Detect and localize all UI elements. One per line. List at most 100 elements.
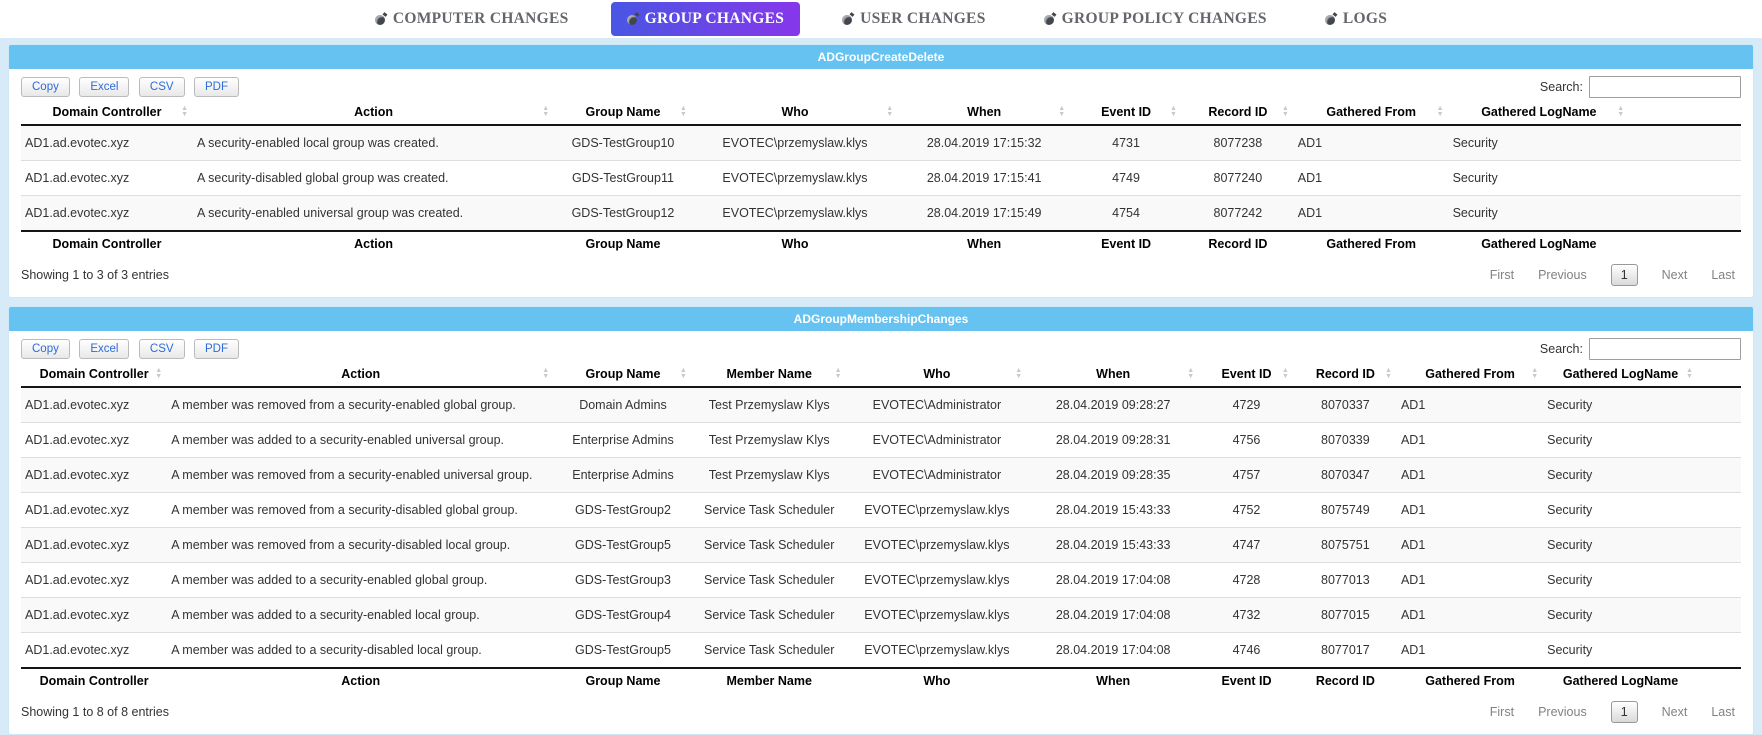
table-cell: AD1 [1400,398,1426,412]
table-cell: 4754 [1112,206,1140,220]
search-input[interactable] [1589,76,1741,98]
spacer-cell [1698,598,1741,633]
column-header-label: Who [781,105,809,119]
current-page-button[interactable]: 1 [1610,701,1638,723]
table-cell: A security-enabled universal group was c… [197,206,464,220]
sort-arrows-icon: ▲ ▼ [1187,367,1195,380]
column-header-label: When [1096,367,1131,381]
csv-button[interactable]: CSV [138,77,185,97]
previous-page-button[interactable]: Previous [1538,705,1587,719]
column-header[interactable]: Action ▲ ▼ [167,362,554,387]
tab-user-changes[interactable]: USER CHANGES [826,2,1001,36]
table-cell: AD1 [1400,503,1426,517]
column-header[interactable]: Domain Controller ▲ ▼ [21,362,167,387]
spacer-cell [1629,196,1741,232]
table-cell: Test Przemyslaw Klys [708,433,830,447]
column-header-label: Gathered From [1425,367,1515,381]
tab-bullet-icon [1324,13,1337,25]
excel-button[interactable]: Excel [79,339,130,359]
table-row: AD1.ad.evotec.xyz A member was added to a… [21,597,1741,633]
pdf-button[interactable]: PDF [194,77,239,97]
column-header[interactable]: Record ID ▲ ▼ [1182,100,1294,125]
column-header[interactable]: Member Name ▲ ▼ [692,362,847,387]
pdf-button[interactable]: PDF [194,339,239,359]
table-cell: 8077238 [1213,136,1263,150]
group-membership-changes-card: ADGroupMembershipChanges Copy Excel CSV … [8,306,1754,735]
tab-group-policy-changes[interactable]: GROUP POLICY CHANGES [1028,2,1283,36]
column-header[interactable]: When ▲ ▼ [1027,362,1199,387]
copy-button[interactable]: Copy [21,77,70,97]
next-page-button[interactable]: Next [1661,705,1688,719]
column-header[interactable]: Action ▲ ▼ [193,100,554,125]
column-header[interactable]: Event ID ▲ ▼ [1070,100,1182,125]
last-page-button[interactable]: Last [1711,705,1735,719]
sort-arrows-icon: ▲ ▼ [1170,105,1177,118]
table-cell: 4746 [1232,643,1261,657]
footer-column-header: Domain Controller [39,674,149,688]
column-header-label: Group Name [585,367,661,381]
spacer-cell [1629,231,1741,256]
column-header[interactable]: Group Name ▲ ▼ [554,362,692,387]
table-cell: 28.04.2019 17:15:49 [926,206,1042,220]
table-cell: 28.04.2019 09:28:27 [1055,398,1171,412]
table-info-row: Showing 1 to 3 of 3 entries First Previo… [21,263,1741,287]
column-header[interactable]: Who ▲ ▼ [847,362,1028,387]
table-cell: 4731 [1112,136,1140,150]
first-page-button[interactable]: First [1489,268,1515,282]
table-title-bar: ADGroupMembershipChanges [9,307,1753,331]
table-cell: 28.04.2019 09:28:31 [1055,433,1171,447]
previous-page-button[interactable]: Previous [1538,268,1587,282]
spacer-cell [1698,362,1741,387]
table-cell: Enterprise Admins [572,468,674,482]
first-page-button[interactable]: First [1489,705,1515,719]
column-header[interactable]: Who ▲ ▼ [692,100,898,125]
sort-arrows-icon: ▲ ▼ [1058,105,1066,118]
tab-computer-changes[interactable]: COMPUTER CHANGES [359,2,585,36]
column-header[interactable]: Record ID ▲ ▼ [1294,362,1397,387]
column-header[interactable]: Event ID ▲ ▼ [1199,362,1294,387]
column-header[interactable]: When ▲ ▼ [898,100,1070,125]
last-page-button[interactable]: Last [1711,268,1735,282]
sort-arrows-icon: ▲ ▼ [1281,367,1289,380]
column-header[interactable]: Group Name ▲ ▼ [554,100,692,125]
table-cell: AD1.ad.evotec.xyz [25,136,130,150]
footer-column-header: Record ID [1315,674,1375,688]
tab-group-changes[interactable]: GROUP CHANGES [610,2,801,36]
table-row: AD1.ad.evotec.xyz A member was added to a… [21,632,1741,669]
footer-column-header: Event ID [1221,674,1272,688]
table-row: AD1.ad.evotec.xyz A member was added to a… [21,562,1741,598]
table-cell: A member was added to a security-enabled… [171,608,480,622]
table-cell: A security-enabled local group was creat… [197,136,439,150]
footer-column-header: Action [341,674,381,688]
copy-button[interactable]: Copy [21,339,70,359]
table-cell: A member was removed from a security-dis… [171,503,518,517]
table-cell: AD1.ad.evotec.xyz [25,433,130,447]
current-page-button[interactable]: 1 [1610,264,1638,286]
csv-button[interactable]: CSV [138,339,185,359]
search-input[interactable] [1589,338,1741,360]
next-page-button[interactable]: Next [1661,268,1688,282]
table-cell: AD1 [1297,206,1323,220]
column-header[interactable]: Gathered LogName ▲ ▼ [1449,100,1630,125]
table-cell: A member was removed from a security-ena… [171,468,533,482]
table-cell: Security [1547,608,1593,622]
column-header-label: Record ID [1315,367,1375,381]
column-header[interactable]: Gathered From ▲ ▼ [1397,362,1543,387]
column-header[interactable]: Gathered From ▲ ▼ [1294,100,1449,125]
column-header[interactable]: Domain Controller ▲ ▼ [21,100,193,125]
data-table: Domain Controller ▲ ▼ Action ▲ ▼ Group Name ▲ ▼ M… [21,362,1741,693]
table-cell: EVOTEC\przemyslaw.klys [864,573,1010,587]
sort-arrows-icon: ▲ ▼ [1436,105,1444,118]
excel-button[interactable]: Excel [79,77,130,97]
tab-logs[interactable]: LOGS [1309,2,1403,36]
table-cell: A member was added to a security-enabled… [171,573,488,587]
page-content: ADGroupCreateDelete Copy Excel CSV PDF S… [0,38,1762,735]
spacer-cell [1629,125,1741,161]
header-row: Domain Controller ▲ ▼ Action ▲ ▼ Group Name ▲ ▼ W… [21,100,1741,125]
column-header[interactable]: Gathered LogName ▲ ▼ [1543,362,1698,387]
table-cell: AD1.ad.evotec.xyz [25,468,130,482]
table-cell: GDS-TestGroup10 [571,136,675,150]
tab-label: GROUP POLICY CHANGES [1061,10,1267,27]
footer-column-header: Who [923,674,951,688]
table-cell: AD1 [1400,608,1426,622]
